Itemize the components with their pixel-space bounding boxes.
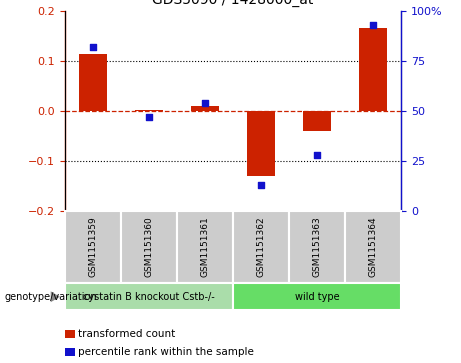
Point bbox=[313, 152, 321, 158]
Bar bbox=[289, 211, 345, 283]
Bar bbox=[65, 283, 233, 310]
Bar bbox=[303, 111, 331, 131]
Bar bbox=[247, 111, 275, 176]
Point bbox=[369, 22, 377, 28]
Text: wild type: wild type bbox=[295, 292, 339, 302]
Text: GSM1151362: GSM1151362 bbox=[256, 216, 266, 277]
Polygon shape bbox=[51, 291, 60, 302]
Point bbox=[145, 114, 152, 120]
Point bbox=[89, 44, 96, 50]
Point bbox=[201, 100, 208, 106]
Bar bbox=[359, 28, 387, 111]
Text: percentile rank within the sample: percentile rank within the sample bbox=[78, 347, 254, 357]
Bar bbox=[135, 110, 163, 111]
Bar bbox=[233, 283, 401, 310]
Text: GSM1151363: GSM1151363 bbox=[313, 216, 321, 277]
Text: GSM1151359: GSM1151359 bbox=[88, 216, 97, 277]
Bar bbox=[191, 106, 219, 111]
Bar bbox=[233, 211, 289, 283]
Bar bbox=[78, 54, 106, 111]
Title: GDS5090 / 1428000_at: GDS5090 / 1428000_at bbox=[152, 0, 313, 7]
Text: GSM1151361: GSM1151361 bbox=[200, 216, 209, 277]
Text: transformed count: transformed count bbox=[78, 329, 176, 339]
Text: genotype/variation: genotype/variation bbox=[5, 292, 97, 302]
Bar bbox=[121, 211, 177, 283]
Point bbox=[257, 182, 265, 188]
Bar bbox=[177, 211, 233, 283]
Bar bbox=[345, 211, 401, 283]
Text: cystatin B knockout Cstb-/-: cystatin B knockout Cstb-/- bbox=[83, 292, 214, 302]
Bar bbox=[65, 211, 121, 283]
Text: GSM1151364: GSM1151364 bbox=[368, 216, 378, 277]
Text: GSM1151360: GSM1151360 bbox=[144, 216, 153, 277]
